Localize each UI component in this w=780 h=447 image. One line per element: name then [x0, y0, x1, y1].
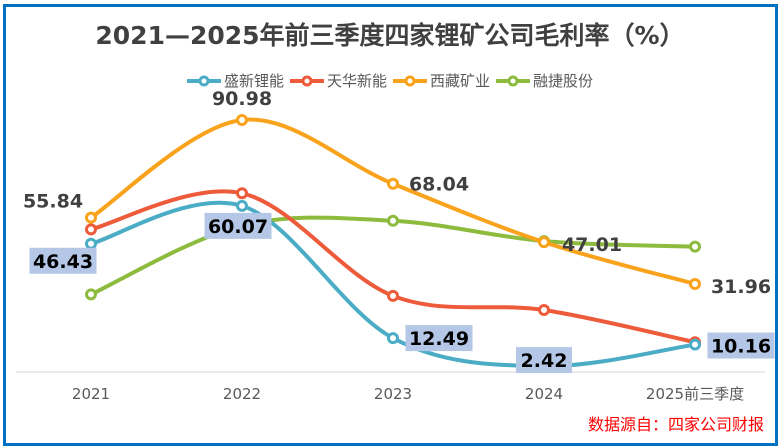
data-point: [85, 223, 97, 236]
legend-label: 融捷股份: [533, 72, 594, 90]
data-point: [85, 288, 97, 301]
legend: 盛新锂能 天华新能 西藏矿业 融捷股份: [0, 70, 780, 91]
legend-marker-icon: [186, 75, 221, 86]
data-point: [85, 237, 97, 250]
legend-marker-icon: [393, 75, 427, 86]
legend-label: 盛新锂能: [223, 72, 284, 90]
data-label-box: [516, 347, 572, 374]
x-tick-label: 2022: [223, 385, 261, 403]
data-label: 2.42: [521, 350, 568, 372]
data-point: [387, 332, 399, 345]
legend-item: 盛新锂能: [186, 70, 284, 91]
data-label-box: [29, 247, 97, 274]
data-point: [689, 277, 701, 290]
data-label: 90.98: [212, 88, 272, 110]
data-label: 46.43: [33, 251, 93, 273]
data-point: [236, 187, 248, 200]
data-point: [689, 240, 701, 253]
data-point: [387, 289, 399, 302]
legend-marker-icon: [289, 75, 324, 86]
data-point: [538, 236, 550, 249]
data-label: 68.04: [409, 174, 469, 196]
data-label: 10.16: [711, 336, 771, 358]
data-point: [236, 113, 248, 126]
x-tick-label: 2024: [525, 385, 563, 403]
x-tick-label: 2021: [72, 385, 110, 403]
source-note: 数据源自：四家公司财报: [587, 415, 764, 434]
legend-label: 天华新能: [326, 72, 387, 90]
data-label-box: [204, 212, 272, 239]
series-line-3: [89, 117, 697, 286]
legend-label: 西藏矿业: [430, 72, 491, 90]
data-point: [538, 303, 550, 316]
data-point: [236, 199, 248, 212]
legend-marker-icon: [496, 75, 531, 86]
series-line-2: [89, 189, 697, 345]
legend-item: 西藏矿业: [393, 70, 490, 91]
data-label: 31.96: [711, 276, 771, 298]
data-point: [387, 177, 399, 190]
data-point: [387, 214, 399, 227]
data-label: 47.01: [562, 234, 622, 256]
data-label: 12.49: [409, 328, 469, 350]
legend-item: 融捷股份: [496, 70, 593, 91]
data-label-box: [707, 332, 775, 359]
x-tick-label: 2025前三季度: [646, 385, 744, 403]
x-tick-label: 2023: [374, 385, 412, 403]
data-point: [689, 338, 701, 351]
data-label-box: [405, 325, 473, 352]
legend-item: 天华新能: [289, 70, 387, 91]
data-point: [85, 211, 97, 224]
chart-title: 2021—2025年前三季度四家锂矿公司毛利率（%）: [95, 21, 685, 50]
data-label: 60.07: [208, 216, 268, 238]
data-label: 55.84: [23, 191, 83, 213]
